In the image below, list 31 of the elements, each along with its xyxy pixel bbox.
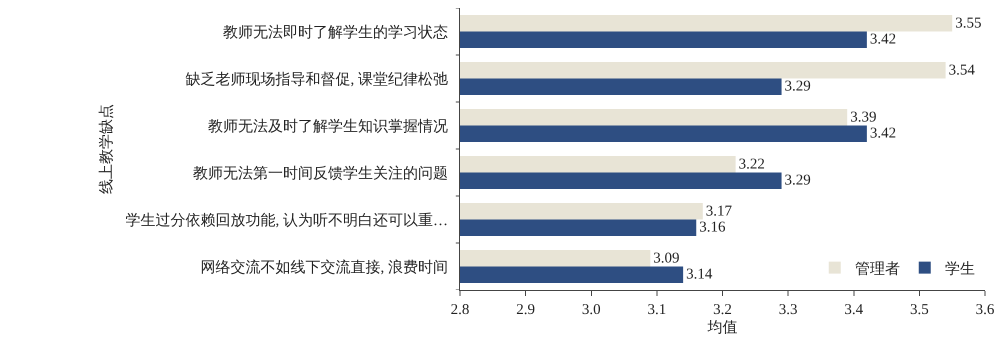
data-label: 3.55 xyxy=(955,15,982,32)
x-tick-label: 3.0 xyxy=(582,302,601,318)
y-tick-label: 教师无法第一时间反馈学生关注的问题 xyxy=(193,164,448,182)
data-label: 3.22 xyxy=(738,156,765,172)
legend-label: 管理者 xyxy=(854,260,900,278)
legend-label: 学生 xyxy=(944,260,975,278)
data-label: 3.09 xyxy=(653,250,680,266)
data-label: 3.42 xyxy=(870,126,896,142)
data-label: 3.14 xyxy=(686,266,713,283)
x-tick-label: 3.1 xyxy=(648,302,666,318)
data-label: 3.42 xyxy=(870,32,896,48)
data-label: 3.29 xyxy=(784,172,811,189)
x-tick-label: 3.4 xyxy=(844,302,864,318)
y-tick-label: 教师无法即时了解学生的学习状态 xyxy=(223,24,448,41)
x-tick-label: 2.8 xyxy=(450,302,470,318)
data-label: 3.54 xyxy=(948,62,976,78)
data-label: 3.29 xyxy=(784,78,811,95)
y-tick-label: 网络交流不如线下交流直接, 浪费时间 xyxy=(200,258,448,276)
y-tick-label: 教师无法及时了解学生知识掌握情况 xyxy=(208,118,448,135)
x-tick-label: 3.6 xyxy=(976,302,995,318)
data-label: 3.16 xyxy=(699,220,726,236)
x-tick-label: 2.9 xyxy=(516,302,536,318)
y-tick-label: 学生过分依赖回放功能, 认为听不明白还可以重… xyxy=(126,212,448,229)
x-axis-title: 均值 xyxy=(706,319,738,336)
data-label: 3.17 xyxy=(706,203,733,220)
y-tick-label: 缺乏老师现场指导和督促, 课堂纪律松弛 xyxy=(186,70,448,88)
x-tick-label: 3.2 xyxy=(713,302,732,318)
x-tick-label: 3.3 xyxy=(778,302,798,318)
data-label: 3.39 xyxy=(850,109,876,126)
y-axis-title: 线上教学缺点 xyxy=(98,104,115,194)
x-tick-label: 3.5 xyxy=(910,302,929,318)
